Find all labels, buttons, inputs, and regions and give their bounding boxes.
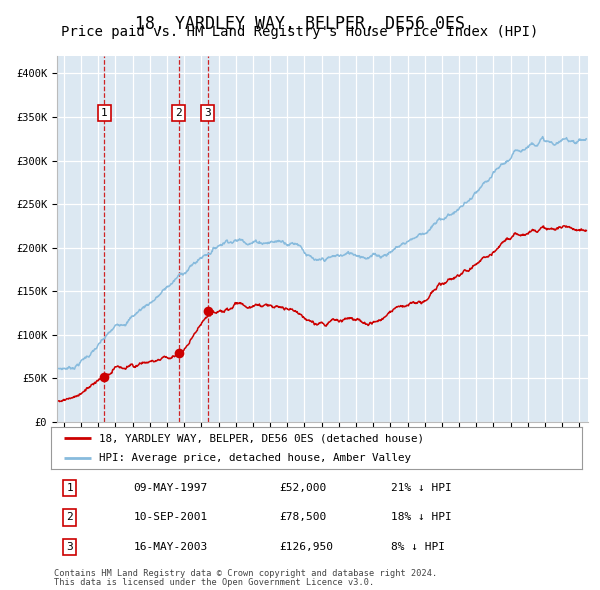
Text: 18, YARDLEY WAY, BELPER, DE56 0ES (detached house): 18, YARDLEY WAY, BELPER, DE56 0ES (detac… <box>99 433 424 443</box>
Text: 18, YARDLEY WAY, BELPER, DE56 0ES: 18, YARDLEY WAY, BELPER, DE56 0ES <box>135 15 465 33</box>
Text: 1: 1 <box>66 483 73 493</box>
Text: 16-MAY-2003: 16-MAY-2003 <box>133 542 208 552</box>
Text: 3: 3 <box>66 542 73 552</box>
Text: 09-MAY-1997: 09-MAY-1997 <box>133 483 208 493</box>
Text: £78,500: £78,500 <box>280 513 326 522</box>
Text: £126,950: £126,950 <box>280 542 334 552</box>
Text: This data is licensed under the Open Government Licence v3.0.: This data is licensed under the Open Gov… <box>54 578 374 587</box>
Text: 2: 2 <box>175 107 182 117</box>
Text: 1: 1 <box>101 107 108 117</box>
Text: Price paid vs. HM Land Registry's House Price Index (HPI): Price paid vs. HM Land Registry's House … <box>61 25 539 40</box>
Text: 21% ↓ HPI: 21% ↓ HPI <box>391 483 452 493</box>
Text: 3: 3 <box>205 107 211 117</box>
Text: 2: 2 <box>66 513 73 522</box>
Text: 8% ↓ HPI: 8% ↓ HPI <box>391 542 445 552</box>
Text: £52,000: £52,000 <box>280 483 326 493</box>
Text: 10-SEP-2001: 10-SEP-2001 <box>133 513 208 522</box>
Text: Contains HM Land Registry data © Crown copyright and database right 2024.: Contains HM Land Registry data © Crown c… <box>54 569 437 578</box>
Text: 18% ↓ HPI: 18% ↓ HPI <box>391 513 452 522</box>
Text: HPI: Average price, detached house, Amber Valley: HPI: Average price, detached house, Ambe… <box>99 453 411 463</box>
